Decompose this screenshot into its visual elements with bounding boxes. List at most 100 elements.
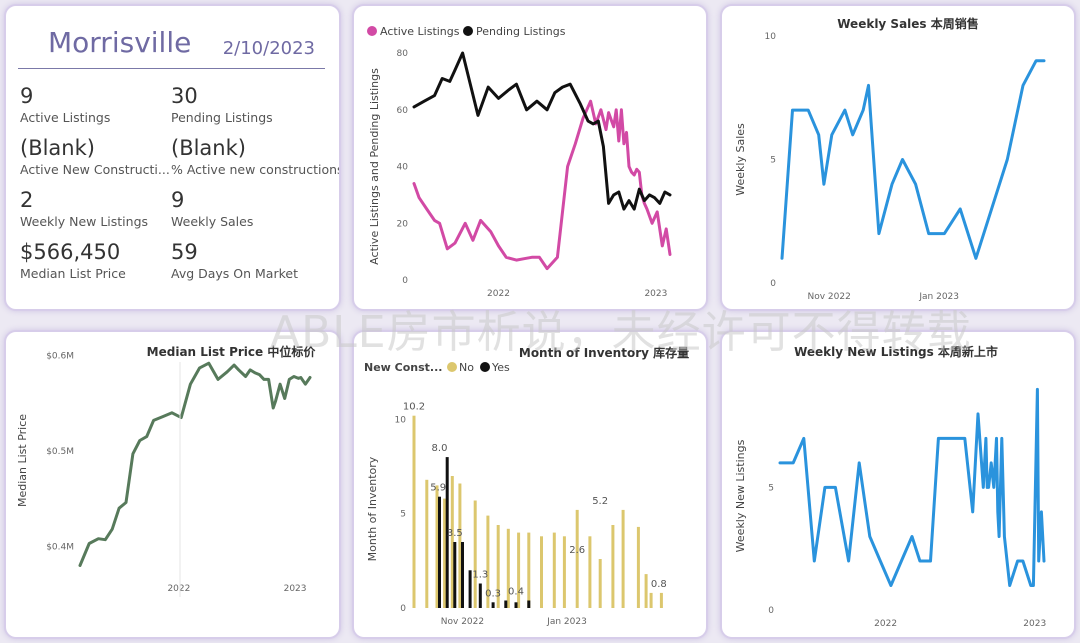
x-tick-label: Jan 2023 <box>918 292 959 302</box>
legend-label-yes: Yes <box>491 361 510 374</box>
x-tick-label: 2022 <box>487 289 510 299</box>
pct-new-construction-value: (Blank) <box>171 136 246 160</box>
bar-no <box>435 485 439 608</box>
series-line-weekly-new-listings <box>778 387 1046 587</box>
y-axis-label: Weekly Sales <box>734 123 747 196</box>
bar-no <box>611 525 615 608</box>
x-tick-label: 2023 <box>1023 619 1046 629</box>
bar-no <box>527 532 531 608</box>
bar-no <box>496 525 500 608</box>
city-title: Morrisville <box>48 26 192 59</box>
y-tick-label: 5 <box>770 156 776 166</box>
bar-no <box>517 532 521 608</box>
bar-no <box>598 559 602 608</box>
series-line-weekly-sales <box>780 59 1046 260</box>
x-tick-label: Nov 2022 <box>441 617 484 627</box>
bar-yes <box>514 602 518 608</box>
bar-no <box>425 479 429 608</box>
median-list-price-value: $566,450 <box>20 240 121 264</box>
data-label: 2.6 <box>569 545 585 556</box>
bar-yes <box>478 583 482 608</box>
data-label: 0.3 <box>485 588 501 599</box>
weekly-sales-chart-card: Weekly Sales 本周销售 0 5 10 Nov 2022 Jan 2023 Wee… <box>720 4 1076 311</box>
data-label: 1.3 <box>472 569 488 580</box>
bar-yes <box>461 542 464 608</box>
bar-no <box>575 509 579 608</box>
y-tick-label: 0 <box>770 279 776 289</box>
y-tick-label: 5 <box>400 510 406 520</box>
avg-days-on-market-value: 59 <box>171 240 198 264</box>
legend-label-active: Active Listings <box>380 25 460 38</box>
y-axis-label: Weekly New Listings <box>734 439 747 552</box>
legend-marker-no <box>447 362 457 372</box>
median-price-chart-card: Median List Price 中位标价 $0.4M $0.5M $0.6M 202… <box>4 330 341 639</box>
x-tick-label: 2022 <box>167 584 190 594</box>
weekly-new-listings-chart-card: Weekly New Listings 本周新上市 0 5 2022 2023 Weekl… <box>720 330 1076 639</box>
bar-yes <box>445 457 449 608</box>
data-label: 0.8 <box>651 579 667 590</box>
data-label: 5.2 <box>592 496 608 507</box>
inventory-chart: Month of Inventory 库存量 New Const... No Yes 0… <box>364 345 689 627</box>
weekly-new-listings-chart: Weekly New Listings 本周新上市 0 5 2022 2023 Weekl… <box>734 344 1046 629</box>
series-line-pending-listings <box>412 51 672 211</box>
active-listings-label: Active Listings <box>20 110 111 125</box>
bar-no <box>562 536 566 608</box>
bar-no <box>450 476 454 608</box>
listings-chart: 0 20 40 60 80 2022 2023 Active Listings and Pen… <box>367 25 672 299</box>
y-tick-label: $0.6M <box>46 352 74 362</box>
legend-label-no: No <box>459 361 474 374</box>
bar-yes <box>504 600 508 608</box>
bar-yes <box>491 602 495 608</box>
median-price-chart: Median List Price 中位标价 $0.4M $0.5M $0.6M 202… <box>16 344 317 597</box>
weekly-new-listings-label: Weekly New Listings <box>20 214 149 229</box>
bar-yes <box>527 600 531 608</box>
bar-no <box>540 536 543 608</box>
y-axis-label: Active Listings and Pending Listings <box>368 68 381 265</box>
data-label: 8.0 <box>432 443 448 454</box>
chart-title: Weekly New Listings 本周新上市 <box>794 344 998 359</box>
y-tick-label: 80 <box>397 49 409 59</box>
bar-no <box>458 483 462 608</box>
bar-yes <box>438 496 441 608</box>
pending-listings-value: 30 <box>171 84 198 108</box>
chart-title: Weekly Sales 本周销售 <box>837 16 979 31</box>
bar-no <box>506 528 510 608</box>
data-label: 3.5 <box>447 528 463 539</box>
listings-chart-card: 0 20 40 60 80 2022 2023 Active Listings and Pen… <box>352 4 708 311</box>
legend-marker-yes <box>480 362 490 372</box>
y-tick-label: 10 <box>765 32 777 42</box>
y-tick-label: 10 <box>395 415 407 425</box>
bar-yes <box>453 542 457 608</box>
active-listings-value: 9 <box>20 84 34 108</box>
y-tick-label: 20 <box>397 219 409 229</box>
bar-no <box>649 592 653 608</box>
bar-no <box>621 509 625 608</box>
data-label: 0.4 <box>508 586 524 597</box>
y-axis-label: Median List Price <box>16 414 29 507</box>
data-label: 5.9 <box>430 483 446 494</box>
avg-days-on-market-label: Avg Days On Market <box>171 266 298 281</box>
y-axis-label: Month of Inventory <box>366 456 379 561</box>
y-tick-label: 0 <box>402 276 408 286</box>
chart-title: Median List Price 中位标价 <box>147 344 317 359</box>
bar-no <box>473 500 477 608</box>
bar-no <box>644 574 648 608</box>
x-tick-label: Jan 2023 <box>546 617 587 627</box>
series-line-active-listings <box>412 99 672 271</box>
bar-no <box>552 532 556 608</box>
bar-no <box>636 526 640 608</box>
legend-label-pending: Pending Listings <box>476 25 566 38</box>
title-divider <box>18 68 325 69</box>
median-list-price-label: Median List Price <box>20 266 126 281</box>
series-line-median-list-price <box>78 361 312 567</box>
report-date: 2/10/2023 <box>222 38 315 59</box>
inventory-chart-card: Month of Inventory 库存量 New Const... No Yes 0… <box>352 330 708 639</box>
y-tick-label: 40 <box>397 163 409 173</box>
legend-title: New Const... <box>364 361 442 374</box>
weekly-new-listings-value: 2 <box>20 188 34 212</box>
bar-no <box>412 415 416 608</box>
weekly-sales-chart: Weekly Sales 本周销售 0 5 10 Nov 2022 Jan 2023 Wee… <box>734 16 1046 302</box>
y-tick-label: $0.4M <box>46 542 74 552</box>
bar-no <box>659 592 663 608</box>
y-tick-label: 0 <box>400 604 406 614</box>
